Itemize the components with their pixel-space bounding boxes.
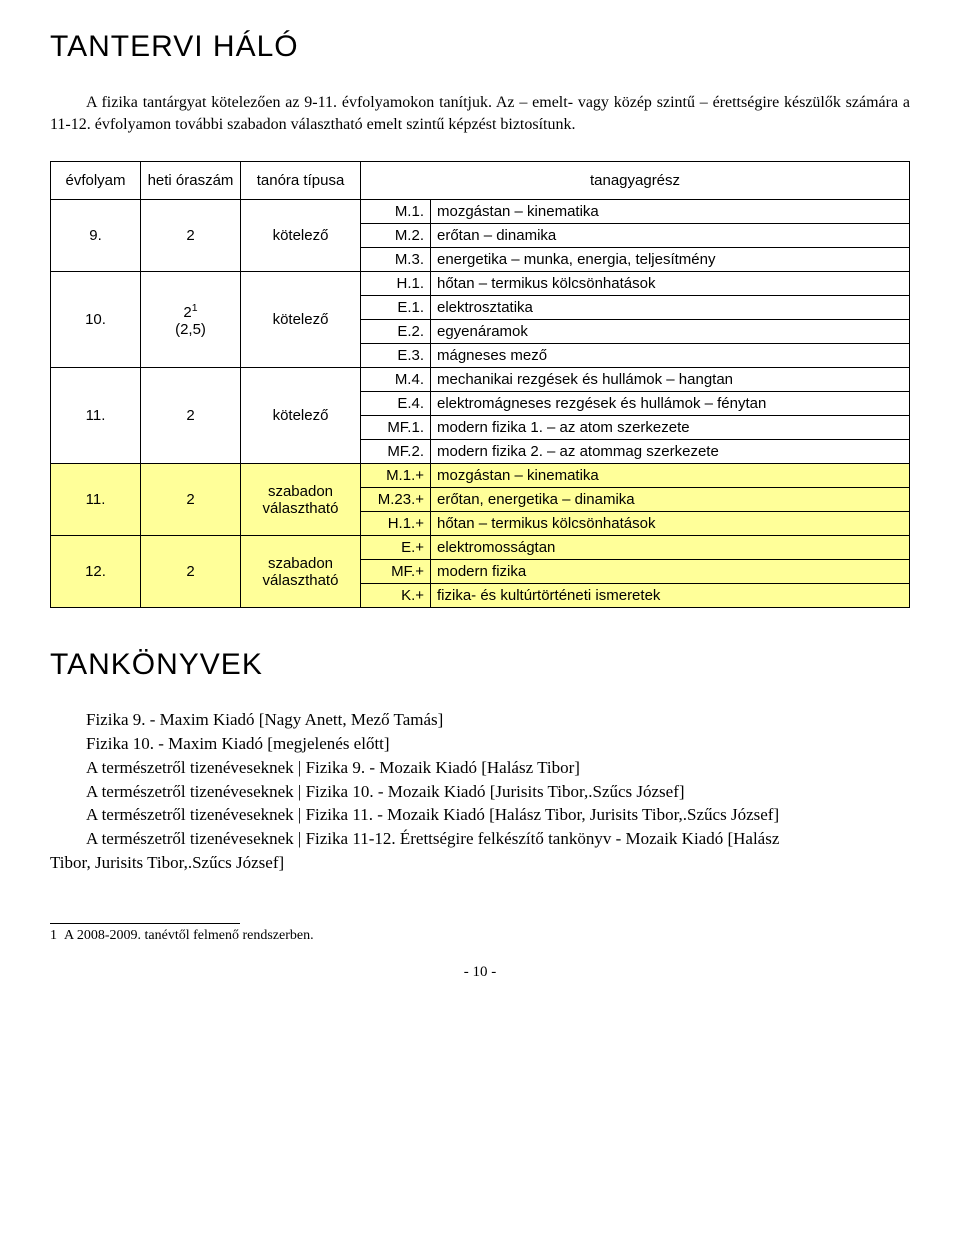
intro-paragraph: A fizika tantárgyat kötelezően az 9-11. …	[50, 92, 910, 135]
th-grade: évfolyam	[51, 162, 141, 200]
cell-topic-name: erőtan – dinamika	[431, 224, 910, 248]
cell-hours: 2	[141, 200, 241, 272]
cell-hours: 2	[141, 464, 241, 536]
footnote: 1 A 2008-2009. tanévtől felmenő rendszer…	[50, 928, 910, 944]
cell-type: kötelező	[241, 200, 361, 272]
cell-topic-name: mechanikai rezgések és hullámok – hangta…	[431, 368, 910, 392]
cell-topic-code: E.2.	[361, 320, 431, 344]
cell-topic-name: modern fizika 1. – az atom szerkezete	[431, 416, 910, 440]
curriculum-table: évfolyam heti óraszám tanóra típusa tana…	[50, 161, 910, 608]
cell-topic-name: mágneses mező	[431, 344, 910, 368]
heading-books: TANKÖNYVEK	[50, 648, 910, 682]
book-line: Fizika 9. - Maxim Kiadó [Nagy Anett, Mez…	[50, 708, 910, 732]
cell-topic-name: elektromosságtan	[431, 536, 910, 560]
cell-topic-code: M.2.	[361, 224, 431, 248]
cell-topic-code: MF.2.	[361, 440, 431, 464]
cell-topic-code: MF.1.	[361, 416, 431, 440]
table-row: 12.2szabadon választhatóE.+elektromosság…	[51, 536, 910, 560]
cell-grade: 11.	[51, 464, 141, 536]
cell-topic-name: egyenáramok	[431, 320, 910, 344]
table-row: 10.21(2,5)kötelezőH.1.hőtan – termikus k…	[51, 272, 910, 296]
cell-type: kötelező	[241, 272, 361, 368]
cell-topic-code: M.3.	[361, 248, 431, 272]
cell-type: szabadon választható	[241, 536, 361, 608]
cell-topic-code: M.1.	[361, 200, 431, 224]
cell-grade: 12.	[51, 536, 141, 608]
book-line-multi-a: A természetről tizenéveseknek | Fizika 1…	[50, 827, 910, 851]
cell-topic-name: elektrosztatika	[431, 296, 910, 320]
cell-topic-name: elektromágneses rezgések és hullámok – f…	[431, 392, 910, 416]
page-number: - 10 -	[50, 964, 910, 981]
cell-topic-code: M.1.+	[361, 464, 431, 488]
book-line: A természetről tizenéveseknek | Fizika 1…	[50, 803, 910, 827]
cell-topic-name: hőtan – termikus kölcsönhatások	[431, 512, 910, 536]
book-list: Fizika 9. - Maxim Kiadó [Nagy Anett, Mez…	[50, 708, 910, 827]
cell-topic-name: fizika- és kultúrtörténeti ismeretek	[431, 584, 910, 608]
cell-type: szabadon választható	[241, 464, 361, 536]
cell-grade: 9.	[51, 200, 141, 272]
footnote-rule	[50, 923, 240, 924]
cell-hours: 2	[141, 536, 241, 608]
cell-topic-name: hőtan – termikus kölcsönhatások	[431, 272, 910, 296]
table-row: 11.2kötelezőM.4.mechanikai rezgések és h…	[51, 368, 910, 392]
cell-topic-code: E.3.	[361, 344, 431, 368]
cell-topic-name: erőtan, energetika – dinamika	[431, 488, 910, 512]
cell-topic-name: modern fizika	[431, 560, 910, 584]
table-header: évfolyam heti óraszám tanóra típusa tana…	[51, 162, 910, 200]
cell-topic-code: H.1.	[361, 272, 431, 296]
cell-topic-name: energetika – munka, energia, teljesítmén…	[431, 248, 910, 272]
cell-grade: 10.	[51, 272, 141, 368]
cell-grade: 11.	[51, 368, 141, 464]
th-topic: tanagyagrész	[361, 162, 910, 200]
cell-topic-name: mozgástan – kinematika	[431, 464, 910, 488]
heading-curriculum: TANTERVI HÁLÓ	[50, 30, 910, 64]
cell-hours: 2	[141, 368, 241, 464]
cell-type: kötelező	[241, 368, 361, 464]
cell-topic-name: modern fizika 2. – az atommag szerkezete	[431, 440, 910, 464]
th-hours: heti óraszám	[141, 162, 241, 200]
book-line: A természetről tizenéveseknek | Fizika 9…	[50, 756, 910, 780]
table-row: 11.2szabadon választhatóM.1.+mozgástan –…	[51, 464, 910, 488]
book-line-multi-b: Tibor, Jurisits Tibor,.Szűcs József]	[50, 851, 910, 875]
cell-topic-code: M.23.+	[361, 488, 431, 512]
table-row: 9.2kötelezőM.1.mozgástan – kinematika	[51, 200, 910, 224]
footnote-num: 1	[50, 928, 57, 943]
cell-topic-code: E.+	[361, 536, 431, 560]
table-body: 9.2kötelezőM.1.mozgástan – kinematikaM.2…	[51, 200, 910, 608]
cell-topic-code: E.1.	[361, 296, 431, 320]
cell-topic-code: M.4.	[361, 368, 431, 392]
cell-topic-name: mozgástan – kinematika	[431, 200, 910, 224]
th-type: tanóra típusa	[241, 162, 361, 200]
book-line: A természetről tizenéveseknek | Fizika 1…	[50, 780, 910, 804]
cell-topic-code: E.4.	[361, 392, 431, 416]
cell-topic-code: H.1.+	[361, 512, 431, 536]
cell-topic-code: K.+	[361, 584, 431, 608]
cell-hours: 21(2,5)	[141, 272, 241, 368]
footnote-text: A 2008-2009. tanévtől felmenő rendszerbe…	[64, 928, 314, 943]
cell-topic-code: MF.+	[361, 560, 431, 584]
book-line: Fizika 10. - Maxim Kiadó [megjelenés elő…	[50, 732, 910, 756]
